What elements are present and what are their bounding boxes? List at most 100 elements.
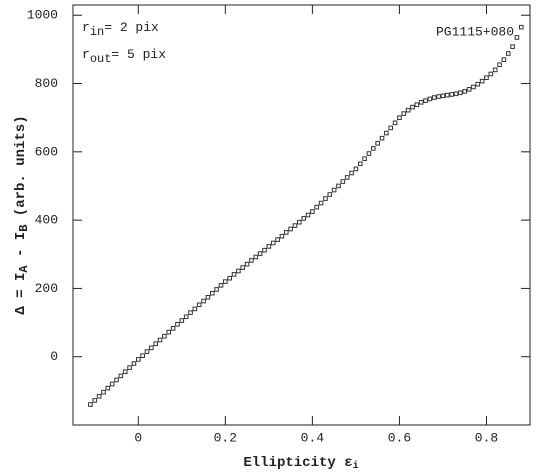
point <box>362 156 367 161</box>
annotation: rout= 5 pix <box>82 47 166 65</box>
point <box>131 361 137 366</box>
point <box>270 240 276 246</box>
subscript: out <box>90 52 112 66</box>
x-tick-label: 0.4 <box>301 430 325 445</box>
point <box>436 94 441 99</box>
point <box>384 130 389 136</box>
label-part: Ellipticity ε <box>243 455 352 471</box>
y-tick-label: 200 <box>35 281 58 296</box>
point <box>414 102 420 108</box>
label-part: Δ = I <box>13 273 29 315</box>
point <box>249 258 254 263</box>
point <box>297 219 302 225</box>
y-axis-label: Δ = IA - IB (arb. units) <box>13 115 31 314</box>
point <box>449 92 454 97</box>
point <box>175 321 180 327</box>
point <box>92 398 98 403</box>
point <box>497 62 502 68</box>
point <box>179 318 185 323</box>
point <box>196 302 202 308</box>
x-tick-label: 0 <box>134 430 142 445</box>
point <box>323 196 328 201</box>
point <box>96 394 102 399</box>
point <box>135 357 141 362</box>
x-tick-label: 0.8 <box>475 430 498 445</box>
point <box>505 51 511 56</box>
point <box>357 161 363 167</box>
point <box>475 81 481 87</box>
point <box>262 247 267 253</box>
point <box>157 337 163 343</box>
point <box>479 78 485 84</box>
point <box>371 146 376 151</box>
point <box>105 385 111 391</box>
point <box>101 389 106 395</box>
point <box>236 268 241 274</box>
point <box>501 57 507 62</box>
point <box>209 290 215 296</box>
y-tick-label: 400 <box>35 213 58 228</box>
point <box>401 111 407 116</box>
point <box>388 125 394 131</box>
point <box>279 233 285 239</box>
annotation: PG1115+080 <box>436 24 514 39</box>
label-part: - I <box>13 232 29 266</box>
point <box>397 115 402 120</box>
y-tick-label: 600 <box>35 144 58 159</box>
label-part: = 5 pix <box>111 47 166 62</box>
point <box>244 261 250 267</box>
point <box>458 90 463 96</box>
point <box>462 89 468 94</box>
point <box>431 95 437 100</box>
point <box>275 237 280 242</box>
point <box>122 369 128 375</box>
point <box>318 200 324 206</box>
point <box>514 35 520 40</box>
point <box>379 135 385 141</box>
point <box>153 341 158 347</box>
point <box>349 170 354 176</box>
point <box>375 140 380 146</box>
point <box>427 96 433 102</box>
point <box>188 310 193 315</box>
subscript: B <box>17 225 31 232</box>
point <box>240 265 246 270</box>
point <box>183 314 189 320</box>
point <box>471 84 476 90</box>
point <box>166 329 172 335</box>
point <box>410 104 415 110</box>
label-part: (arb. units) <box>13 115 29 224</box>
point <box>192 306 198 312</box>
y-tick-label: 1000 <box>27 8 58 23</box>
point <box>292 223 298 228</box>
point <box>418 100 424 105</box>
annotation: rin= 2 pix <box>82 20 159 38</box>
point <box>327 192 333 197</box>
point <box>510 44 515 49</box>
point <box>405 107 411 113</box>
point <box>283 230 289 235</box>
point <box>88 402 93 407</box>
point <box>488 71 494 77</box>
point <box>445 92 450 98</box>
x-tick-label: 0.2 <box>214 430 237 445</box>
label-part: r <box>82 47 90 62</box>
point <box>170 326 176 331</box>
y-tick-label: 0 <box>50 349 58 364</box>
subscript: i <box>353 460 359 472</box>
point <box>162 333 167 339</box>
point <box>340 179 346 184</box>
point <box>127 365 132 370</box>
point <box>114 377 119 383</box>
point <box>118 373 124 379</box>
point <box>266 244 272 249</box>
point <box>227 275 232 281</box>
point <box>288 226 293 232</box>
point <box>218 283 224 288</box>
y-tick-label: 800 <box>35 76 58 91</box>
label-part: r <box>82 20 90 35</box>
x-axis-label: Ellipticity εi <box>243 455 358 472</box>
